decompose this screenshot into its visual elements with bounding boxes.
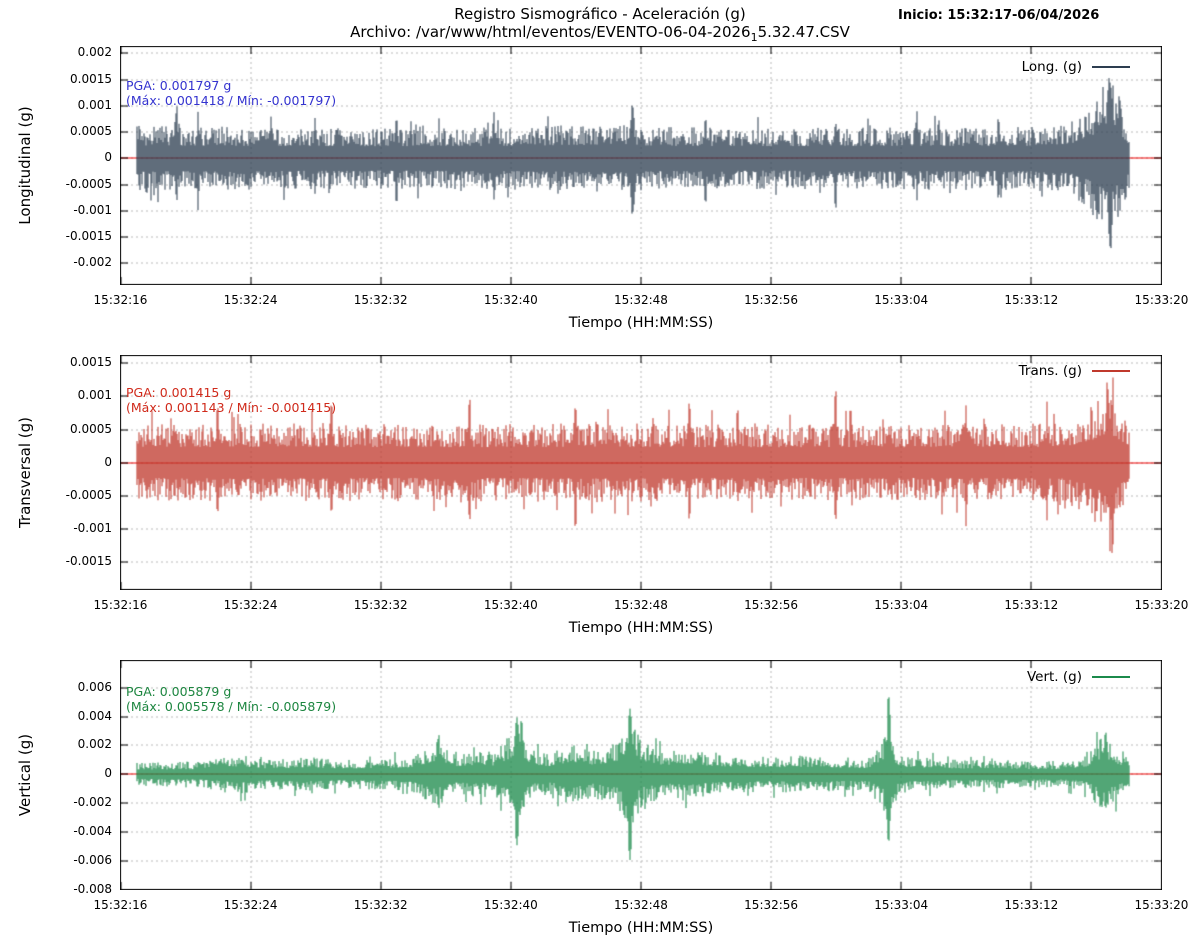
x-tick-label: 15:32:32 [353, 598, 408, 612]
x-tick-label: 15:33:20 [1134, 598, 1189, 612]
pga-annotation: PGA: 0.001415 g (Máx: 0.001143 / Mín: -0… [126, 385, 336, 415]
x-tick-label: 15:33:20 [1134, 293, 1189, 307]
page-title: Registro Sismográfico - Aceleración (g) [454, 5, 746, 23]
pga-value: PGA: 0.001415 g [126, 385, 232, 400]
y-tick-label: 0.0015 [70, 355, 112, 370]
x-tick-label: 15:33:04 [874, 293, 929, 307]
legend: Trans. (g) [1019, 363, 1130, 379]
y-tick-label: 0.001 [77, 97, 112, 112]
start-time-label: Inicio: 15:32:17-06/04/2026 [898, 8, 1100, 23]
legend-label: Vert. (g) [1026, 669, 1082, 685]
x-tick-label: 15:32:56 [744, 598, 799, 612]
y-tick-label: -0.006 [73, 852, 112, 867]
x-tick-label: 15:33:20 [1134, 898, 1189, 912]
vertical-chart: Vertical (g) PGA: 0.005879 g (Máx: 0.005… [16, 660, 1188, 936]
x-tick-label: 15:33:04 [874, 598, 929, 612]
x-tick-label: 15:32:24 [223, 598, 278, 612]
y-tick-label: 0.0015 [70, 71, 112, 86]
x-axis-title: Tiempo (HH:MM:SS) [568, 620, 714, 636]
y-tick-label: -0.002 [73, 795, 112, 810]
y-tick-label: -0.0015 [65, 553, 112, 568]
x-tick-label: 15:32:24 [223, 898, 278, 912]
x-tick-label: 15:32:32 [353, 898, 408, 912]
y-tick-label: -0.001 [73, 202, 112, 217]
y-tick-label: -0.0005 [65, 487, 112, 502]
x-tick-label: 15:32:56 [744, 898, 799, 912]
x-tick-label: 15:32:56 [744, 293, 799, 307]
x-tick-label: 15:32:16 [93, 598, 148, 612]
file-path-prefix: Archivo: /var/www/html/eventos/EVENTO-06… [350, 23, 751, 41]
legend-line-sample [1092, 66, 1130, 68]
legend-label: Long. (g) [1021, 59, 1082, 75]
y-tick-label: 0 [104, 766, 112, 781]
x-tick-label: 15:32:48 [614, 898, 668, 912]
y-tick-label: -0.0015 [65, 229, 112, 244]
file-subtitle: Archivo: /var/www/html/eventos/EVENTO-06… [0, 23, 1200, 44]
file-path-subscript: 1 [750, 31, 758, 44]
x-tick-label: 15:32:40 [483, 293, 538, 307]
x-tick-label: 15:32:16 [93, 293, 148, 307]
pga-value: PGA: 0.005879 g [126, 684, 232, 699]
x-tick-label: 15:32:48 [614, 598, 668, 612]
x-axis-title: Tiempo (HH:MM:SS) [568, 920, 714, 936]
legend-label: Trans. (g) [1018, 363, 1082, 379]
y-tick-label: -0.004 [73, 823, 112, 838]
file-path-suffix: 5.32.47.CSV [757, 23, 850, 41]
x-tick-label: 15:32:40 [483, 598, 538, 612]
x-tick-label: 15:32:16 [93, 898, 148, 912]
pga-max-min: (Máx: 0.005578 / Mín: -0.005879) [126, 699, 337, 714]
x-tick-label: 15:33:04 [874, 898, 929, 912]
x-tick-label: 15:32:24 [223, 293, 278, 307]
pga-annotation: PGA: 0.005879 g (Máx: 0.005578 / Mín: -0… [126, 684, 336, 714]
pga-annotation: PGA: 0.001797 g (Máx: 0.001418 / Mín: -0… [126, 78, 336, 108]
x-tick-label: 15:33:12 [1004, 293, 1059, 307]
transversal-plot-canvas [120, 355, 1162, 590]
y-tick-label: -0.002 [73, 255, 112, 270]
y-tick-label: -0.008 [73, 881, 112, 896]
y-tick-label: 0.0005 [70, 421, 112, 436]
legend-line-sample [1092, 676, 1130, 678]
x-tick-label: 15:32:48 [614, 293, 668, 307]
longitudinal-plot-canvas [120, 46, 1162, 285]
legend: Long. (g) [1022, 59, 1130, 75]
vertical-plot-canvas [120, 660, 1162, 890]
x-tick-label: 15:33:12 [1004, 598, 1059, 612]
y-tick-label: 0.002 [77, 45, 112, 60]
y-tick-label: 0.006 [77, 679, 112, 694]
longitudinal-chart: Longitudinal (g) PGA: 0.001797 g (Máx: 0… [16, 45, 1188, 331]
pga-max-min: (Máx: 0.001143 / Mín: -0.001415) [126, 400, 337, 415]
x-tick-label: 15:32:40 [483, 898, 538, 912]
pga-value: PGA: 0.001797 g [126, 78, 232, 93]
y-tick-label: 0.004 [77, 708, 112, 723]
y-tick-label: -0.001 [73, 520, 112, 535]
legend-line-sample [1092, 370, 1130, 372]
y-tick-label: 0 [104, 150, 112, 165]
y-tick-label: 0.002 [77, 737, 112, 752]
pga-max-min: (Máx: 0.001418 / Mín: -0.001797) [126, 93, 337, 108]
y-tick-label: -0.0005 [65, 176, 112, 191]
transversal-chart: Transversal (g) PGA: 0.001415 g (Máx: 0.… [16, 355, 1188, 636]
x-tick-label: 15:32:32 [353, 293, 408, 307]
y-tick-label: 0.0005 [70, 124, 112, 139]
y-tick-label: 0 [104, 454, 112, 469]
x-axis-title: Tiempo (HH:MM:SS) [568, 315, 714, 331]
x-tick-label: 15:33:12 [1004, 898, 1059, 912]
y-tick-label: 0.001 [77, 388, 112, 403]
legend: Vert. (g) [1027, 669, 1130, 685]
